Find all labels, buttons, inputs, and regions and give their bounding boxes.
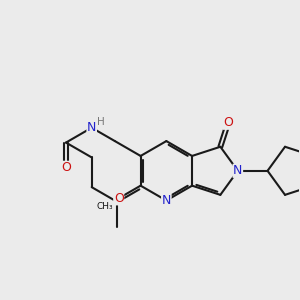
Text: O: O [223,116,233,129]
Text: O: O [61,161,71,174]
Text: H: H [97,117,105,127]
Text: N: N [87,121,96,134]
Text: O: O [114,192,124,205]
Text: N: N [233,164,242,177]
Text: CH₃: CH₃ [96,202,113,211]
Text: N: N [162,194,171,207]
